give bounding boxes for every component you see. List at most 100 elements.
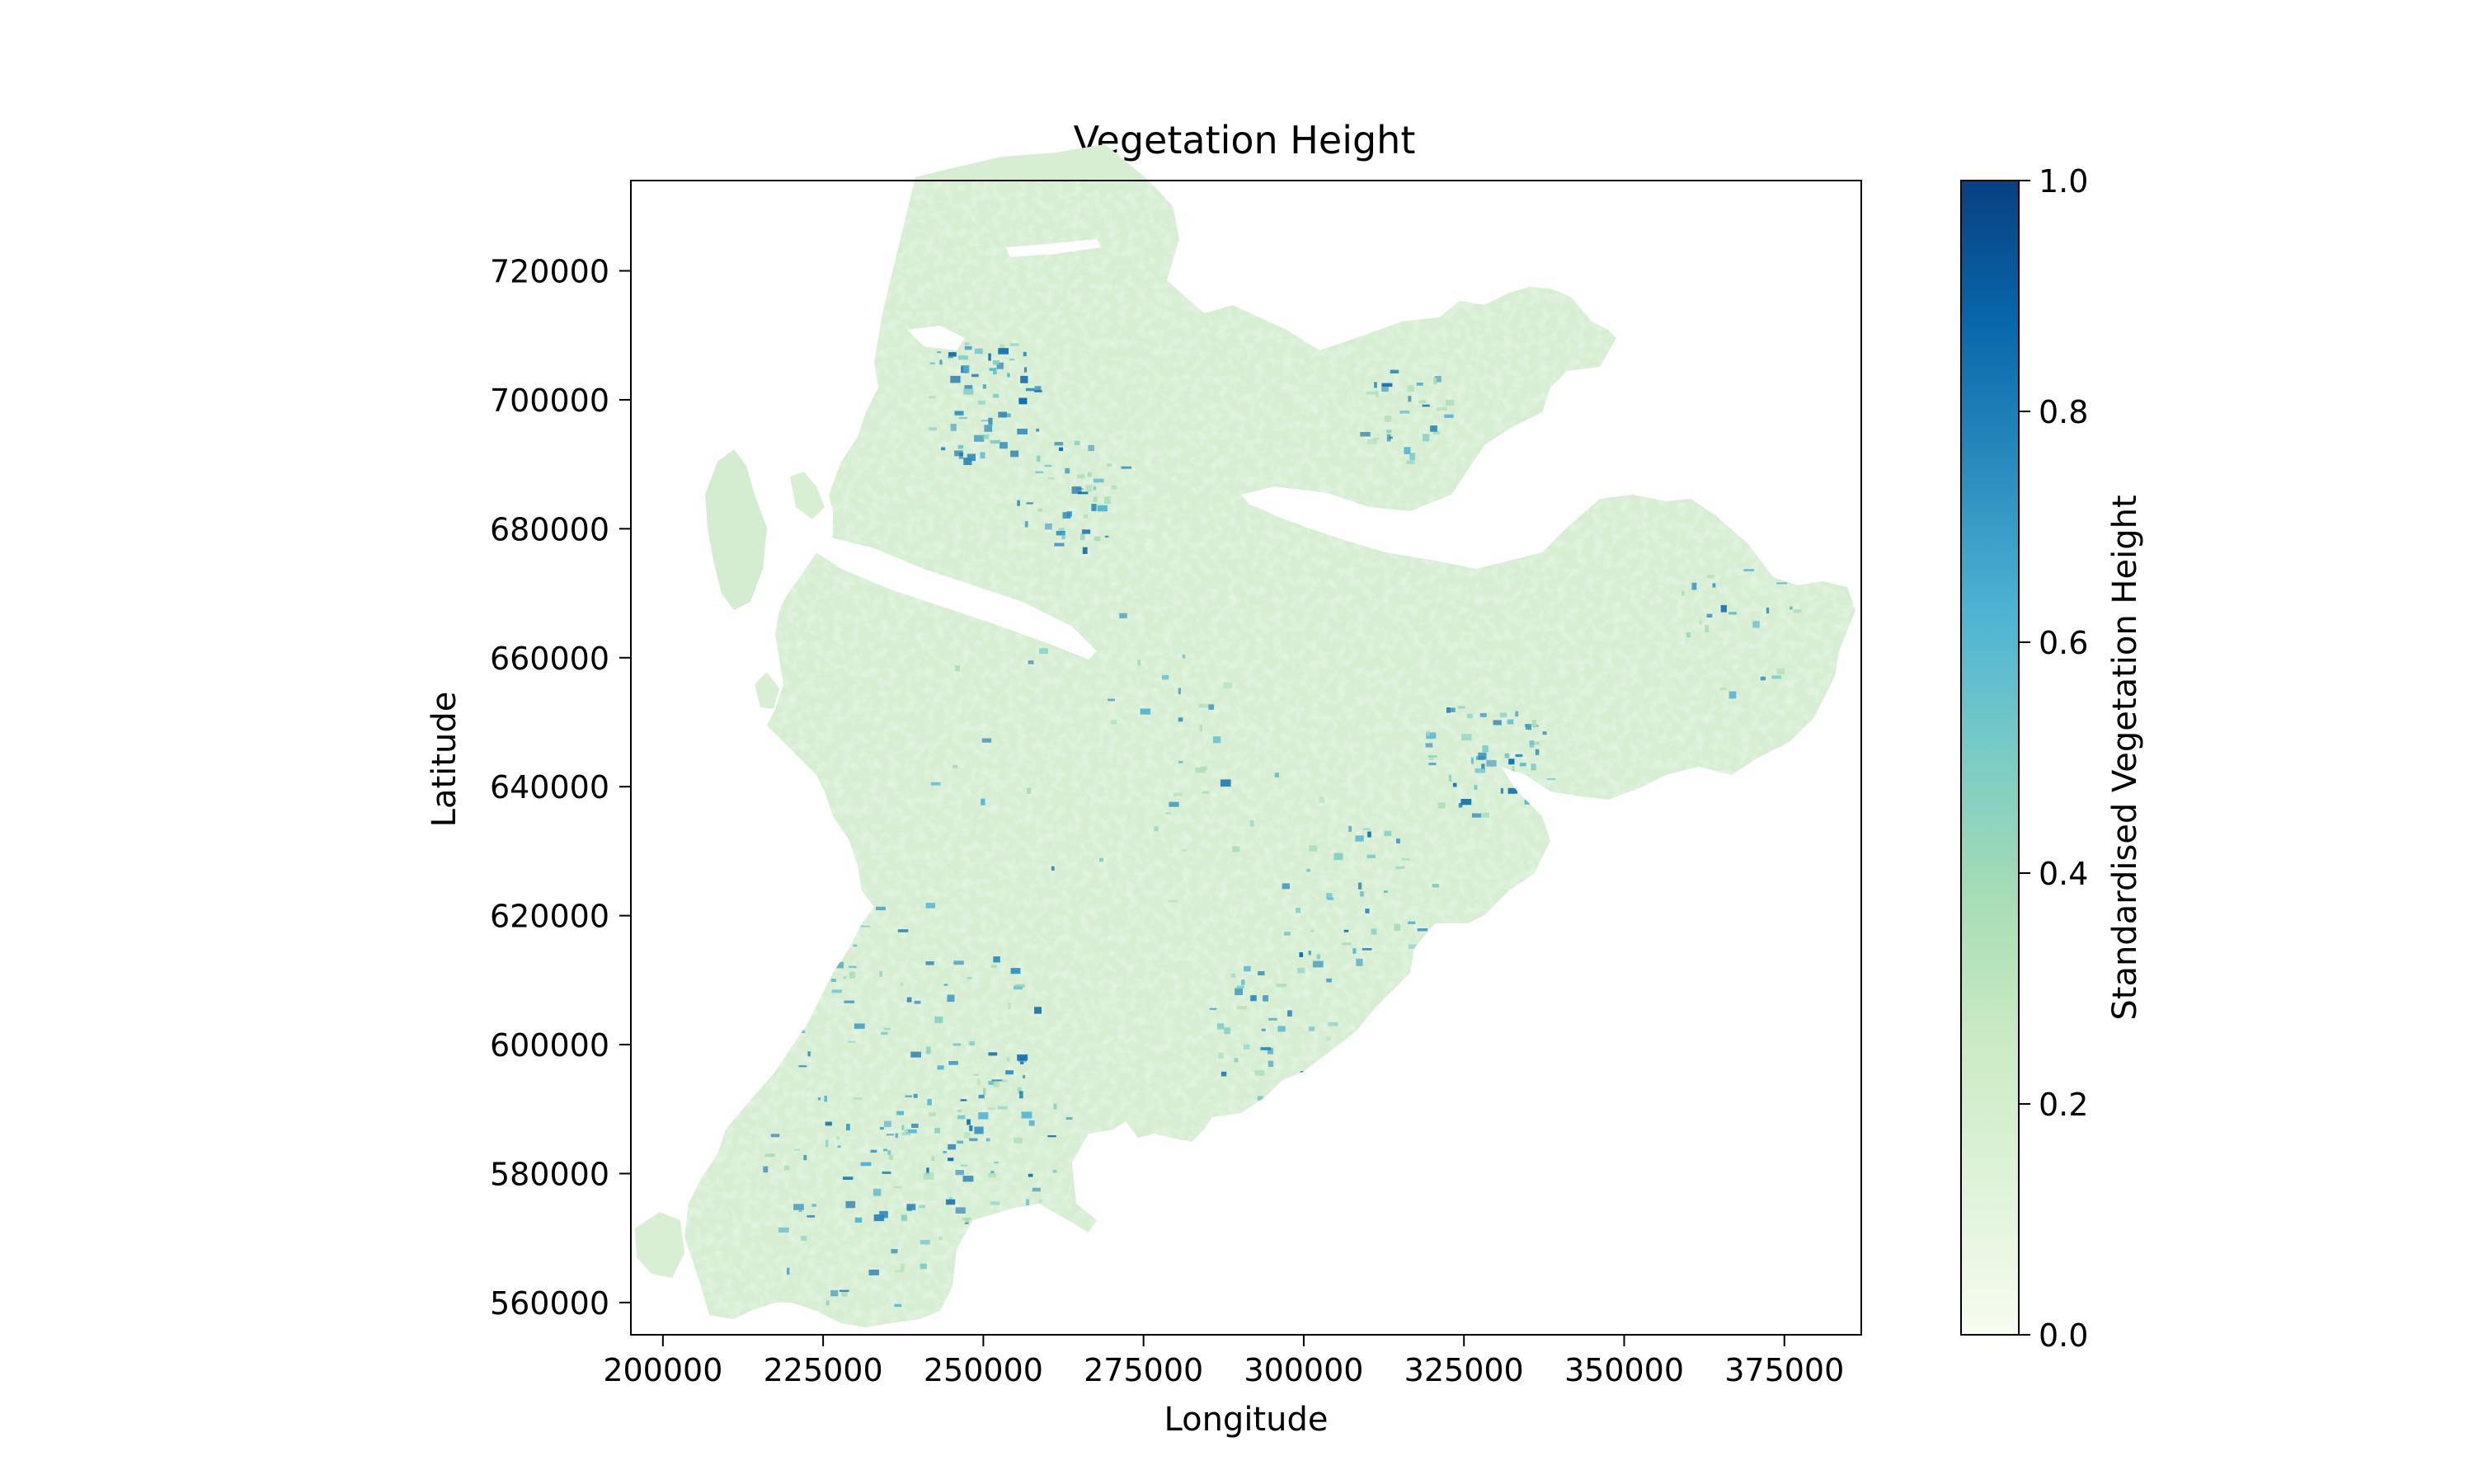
vegetation-patch	[984, 425, 993, 432]
vegetation-patch	[1529, 741, 1540, 745]
vegetation-patch	[1309, 1026, 1315, 1031]
vegetation-patch	[929, 427, 937, 431]
vegetation-patch	[1169, 801, 1179, 807]
vegetation-patch	[1493, 720, 1502, 726]
vegetation-patch	[886, 1134, 895, 1136]
vegetation-patch	[967, 453, 976, 462]
vegetation-patch	[1284, 932, 1291, 936]
vegetation-patch	[1681, 590, 1685, 596]
vegetation-patch	[1446, 399, 1455, 406]
vegetation-patch	[1404, 447, 1411, 454]
vegetation-patch	[904, 1129, 909, 1133]
vegetation-patch	[1282, 883, 1290, 890]
vegetation-patch	[1470, 757, 1475, 764]
vegetation-patch	[889, 1155, 893, 1160]
vegetation-patch	[983, 1087, 986, 1096]
vegetation-patch	[1008, 1003, 1011, 1009]
vegetation-patch	[825, 1121, 832, 1126]
vegetation-patch	[926, 1167, 929, 1175]
vegetation-patch	[883, 1120, 891, 1128]
vegetation-patch	[817, 1097, 821, 1101]
vegetation-patch	[1366, 854, 1376, 858]
vegetation-patch	[1017, 429, 1028, 434]
vegetation-patch	[990, 439, 1000, 444]
vegetation-patch	[897, 929, 909, 932]
vegetation-patch	[1365, 909, 1370, 913]
vegetation-patch	[870, 1149, 877, 1153]
vegetation-patch	[1342, 942, 1352, 946]
colorbar-tick-label: 0.6	[2039, 625, 2088, 661]
vegetation-patch	[1427, 755, 1437, 758]
vegetation-patch	[1407, 385, 1414, 392]
vegetation-patch	[990, 1201, 1000, 1205]
vegetation-patch	[1034, 386, 1042, 392]
vegetation-patch	[901, 1214, 907, 1221]
vegetation-patch	[1401, 858, 1411, 861]
vegetation-patch	[1028, 660, 1034, 665]
vegetation-patch	[1026, 1199, 1030, 1206]
vegetation-patch	[1234, 1058, 1239, 1063]
vegetation-patch	[825, 1300, 830, 1306]
vegetation-patch	[1312, 960, 1324, 968]
vegetation-patch	[990, 1171, 995, 1174]
y-axis-ticks: 560000 580000 600000 620000 640000 660000 6800…	[490, 253, 631, 1322]
southwest-islet	[635, 1212, 684, 1278]
vegetation-patch	[1261, 1028, 1266, 1031]
vegetation-patch	[958, 355, 969, 360]
vegetation-patch	[1450, 707, 1456, 712]
vegetation-patch	[994, 1161, 999, 1164]
vegetation-patch	[1452, 782, 1457, 787]
vegetation-patch	[1006, 1057, 1010, 1062]
vegetation-patch	[911, 1123, 919, 1128]
vegetation-patch	[860, 925, 871, 928]
vegetation-patch	[1706, 613, 1713, 618]
vegetation-patch	[1213, 736, 1221, 744]
vegetation-patch	[1360, 431, 1371, 437]
vegetation-patch	[1504, 753, 1510, 758]
vegetation-patch	[1182, 654, 1186, 659]
vegetation-patch	[988, 417, 993, 425]
vegetation-patch	[1729, 612, 1737, 615]
axes-frame	[630, 180, 1862, 1336]
vegetation-patch	[926, 1046, 931, 1054]
vegetation-patch	[1406, 460, 1415, 464]
vegetation-patch	[1508, 758, 1515, 765]
vegetation-patch	[1326, 978, 1332, 983]
y-tick-label: 580000	[490, 1156, 609, 1192]
vegetation-patch	[937, 1065, 944, 1070]
vegetation-patch	[939, 359, 943, 365]
vegetation-patch	[1140, 708, 1151, 715]
vegetation-patch	[1276, 984, 1286, 988]
vegetation-patch	[1481, 763, 1485, 769]
vegetation-patch	[934, 1016, 943, 1023]
vegetation-patch	[1258, 970, 1265, 976]
vegetation-patch	[901, 1125, 905, 1130]
vegetation-patch	[1216, 1023, 1225, 1030]
vegetation-patch	[1137, 660, 1141, 666]
vegetation-patch	[853, 1097, 863, 1100]
vegetation-patch	[901, 1132, 911, 1135]
vegetation-patch	[1035, 471, 1044, 474]
vegetation-patch	[1074, 440, 1080, 446]
vegetation-patch	[943, 1150, 947, 1153]
vegetation-patch	[849, 971, 855, 979]
vegetation-patch	[964, 342, 970, 346]
vegetation-patch	[1018, 397, 1028, 405]
vegetation-patch	[1743, 569, 1755, 571]
vegetation-patch	[1531, 720, 1537, 727]
vegetation-patch	[1010, 968, 1021, 974]
vegetation-patch	[1427, 730, 1430, 736]
vegetation-patch	[929, 396, 936, 399]
vegetation-patch	[1466, 713, 1473, 719]
vegetation-patch	[1433, 378, 1437, 385]
vegetation-patch	[962, 1176, 974, 1182]
vegetation-patch	[1448, 774, 1452, 782]
vegetation-patch	[955, 1169, 964, 1176]
vegetation-patch	[839, 1289, 849, 1292]
vegetation-patch	[967, 977, 972, 979]
vegetation-patch	[798, 1209, 802, 1213]
colorbar-tick-label: 0.8	[2039, 394, 2088, 430]
vegetation-patch	[1486, 759, 1497, 767]
vegetation-patch	[1719, 687, 1727, 691]
vegetation-patch	[844, 976, 847, 979]
